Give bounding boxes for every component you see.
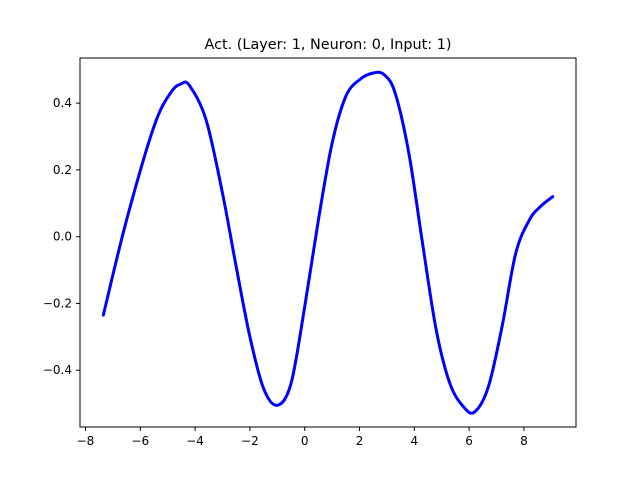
x-tick-label: 4	[411, 434, 419, 448]
x-tick-label: 0	[301, 434, 309, 448]
axes: −8 −6 −4 −2 0 2 4 6 8 0.4 0.2 0.0 −0.2 −0.4	[43, 57, 577, 448]
x-tick-label: −2	[241, 434, 259, 448]
y-tick-label: 0.4	[53, 96, 72, 110]
y-tick-label: −0.2	[43, 296, 72, 310]
y-tick-label: 0.0	[53, 230, 72, 244]
y-tick-label: 0.2	[53, 163, 72, 177]
axes-frame	[79, 57, 577, 428]
x-tick-label: −6	[131, 434, 149, 448]
x-tick-label: −8	[77, 434, 95, 448]
y-tick-label: −0.4	[43, 363, 72, 377]
x-tick-label: 8	[520, 434, 528, 448]
x-tick-label: −4	[186, 434, 204, 448]
plot-area	[101, 70, 555, 415]
series-line-0	[101, 70, 555, 415]
chart-title: Act. (Layer: 1, Neuron: 0, Input: 1)	[205, 37, 452, 53]
x-tick-label: 6	[465, 434, 473, 448]
x-tick-label: 2	[356, 434, 364, 448]
